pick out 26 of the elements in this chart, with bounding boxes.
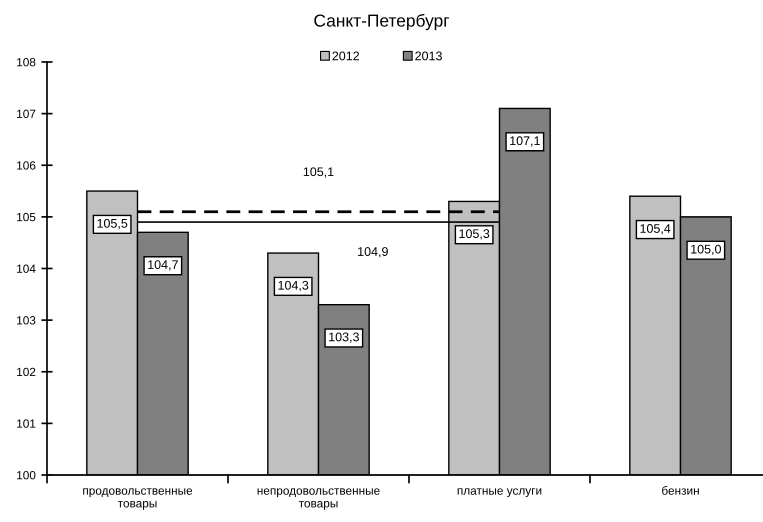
data-label: 105,0 xyxy=(691,244,721,256)
data-label: 104,3 xyxy=(278,280,308,292)
legend-label: 2013 xyxy=(415,52,442,60)
y-tick-label: 105 xyxy=(17,212,36,222)
x-tick-label: бензин xyxy=(662,486,699,495)
data-label: 105,3 xyxy=(459,229,490,240)
y-tick-label: 100 xyxy=(17,471,36,480)
legend-label: 2012 xyxy=(332,52,359,60)
x-tick-label: платные услуги xyxy=(458,488,542,498)
data-label: 105,4 xyxy=(640,224,670,234)
y-tick-label: 102 xyxy=(17,368,36,376)
y-tick-label: 101 xyxy=(17,419,36,428)
data-label: 104,7 xyxy=(148,260,178,271)
y-tick-label: 106 xyxy=(17,161,36,170)
data-label: 107,1 xyxy=(510,136,540,147)
ref-line-label: 104,9 xyxy=(358,247,388,258)
y-tick-label: 108 xyxy=(17,58,36,66)
x-tick-label: непродовольственные товары xyxy=(258,488,380,510)
ref-line-label: 105,1 xyxy=(304,167,334,178)
chart-title: Санкт-Петербург xyxy=(314,14,450,30)
data-label: 103,3 xyxy=(329,332,359,343)
y-tick-label: 107 xyxy=(17,110,36,118)
data-label: 105,5 xyxy=(97,218,128,230)
x-tick-label: продовольственные товары xyxy=(83,488,192,510)
y-tick-label: 104 xyxy=(17,264,36,273)
y-tick-label: 103 xyxy=(17,316,36,325)
